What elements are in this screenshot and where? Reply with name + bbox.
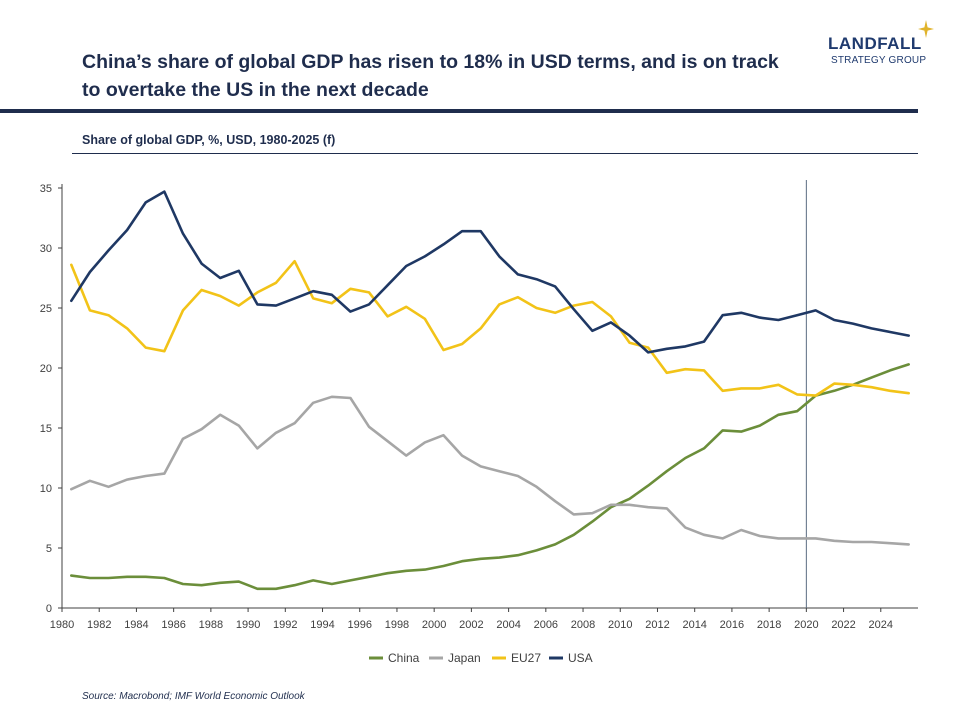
x-tick-label: 2022 bbox=[831, 619, 855, 631]
x-tick-label: 1998 bbox=[385, 619, 409, 631]
y-tick-label: 35 bbox=[40, 183, 52, 195]
company-logo: LANDFALL STRATEGY GROUP bbox=[828, 20, 940, 74]
y-tick-label: 30 bbox=[40, 243, 52, 255]
x-tick-label: 1982 bbox=[87, 619, 111, 631]
x-tick-label: 2014 bbox=[682, 619, 706, 631]
logo-tagline: STRATEGY GROUP bbox=[831, 55, 927, 66]
x-tick-label: 2002 bbox=[459, 619, 483, 631]
chart-subtitle: Share of global GDP, %, USD, 1980-2025 (… bbox=[82, 133, 336, 147]
x-tick-label: 1994 bbox=[310, 619, 334, 631]
sparkle-icon bbox=[918, 20, 934, 38]
series-line-china bbox=[70, 363, 910, 591]
x-tick-label: 2020 bbox=[794, 619, 818, 631]
series-line-japan bbox=[70, 395, 910, 546]
chart-title: China’s share of global GDP has risen to… bbox=[82, 51, 779, 101]
x-tick-label: 2012 bbox=[645, 619, 669, 631]
y-tick-label: 15 bbox=[40, 423, 52, 435]
x-tick-label: 2010 bbox=[608, 619, 632, 631]
y-tick-label: 10 bbox=[40, 483, 52, 495]
y-tick-label: 5 bbox=[46, 543, 52, 555]
legend-label-japan: Japan bbox=[448, 651, 481, 665]
x-tick-label: 1988 bbox=[199, 619, 223, 631]
x-tick-label: 2004 bbox=[496, 619, 520, 631]
legend-label-china: China bbox=[388, 651, 420, 665]
source-note: Source: Macrobond; IMF World Economic Ou… bbox=[82, 691, 305, 702]
x-tick-label: 2016 bbox=[720, 619, 744, 631]
x-tick-label: 1984 bbox=[124, 619, 148, 631]
title-divider bbox=[0, 109, 918, 113]
series-line-usa bbox=[70, 190, 910, 354]
y-tick-label: 20 bbox=[40, 363, 52, 375]
y-tick-label: 0 bbox=[46, 603, 52, 615]
x-tick-label: 1992 bbox=[273, 619, 297, 631]
x-tick-label: 2018 bbox=[757, 619, 781, 631]
y-tick-label: 25 bbox=[40, 303, 52, 315]
x-tick-label: 2000 bbox=[422, 619, 446, 631]
x-tick-label: 1990 bbox=[236, 619, 260, 631]
x-tick-label: 2024 bbox=[869, 619, 893, 631]
x-tick-label: 1980 bbox=[50, 619, 74, 631]
x-tick-label: 1996 bbox=[347, 619, 371, 631]
x-tick-label: 2006 bbox=[534, 619, 558, 631]
logo-name: LANDFALL bbox=[828, 34, 922, 53]
legend-label-eu27: EU27 bbox=[511, 651, 541, 665]
x-tick-label: 1986 bbox=[161, 619, 185, 631]
legend-label-usa: USA bbox=[568, 651, 593, 665]
x-tick-label: 2008 bbox=[571, 619, 595, 631]
series-line-eu27 bbox=[70, 259, 910, 397]
subtitle-divider bbox=[72, 153, 918, 154]
